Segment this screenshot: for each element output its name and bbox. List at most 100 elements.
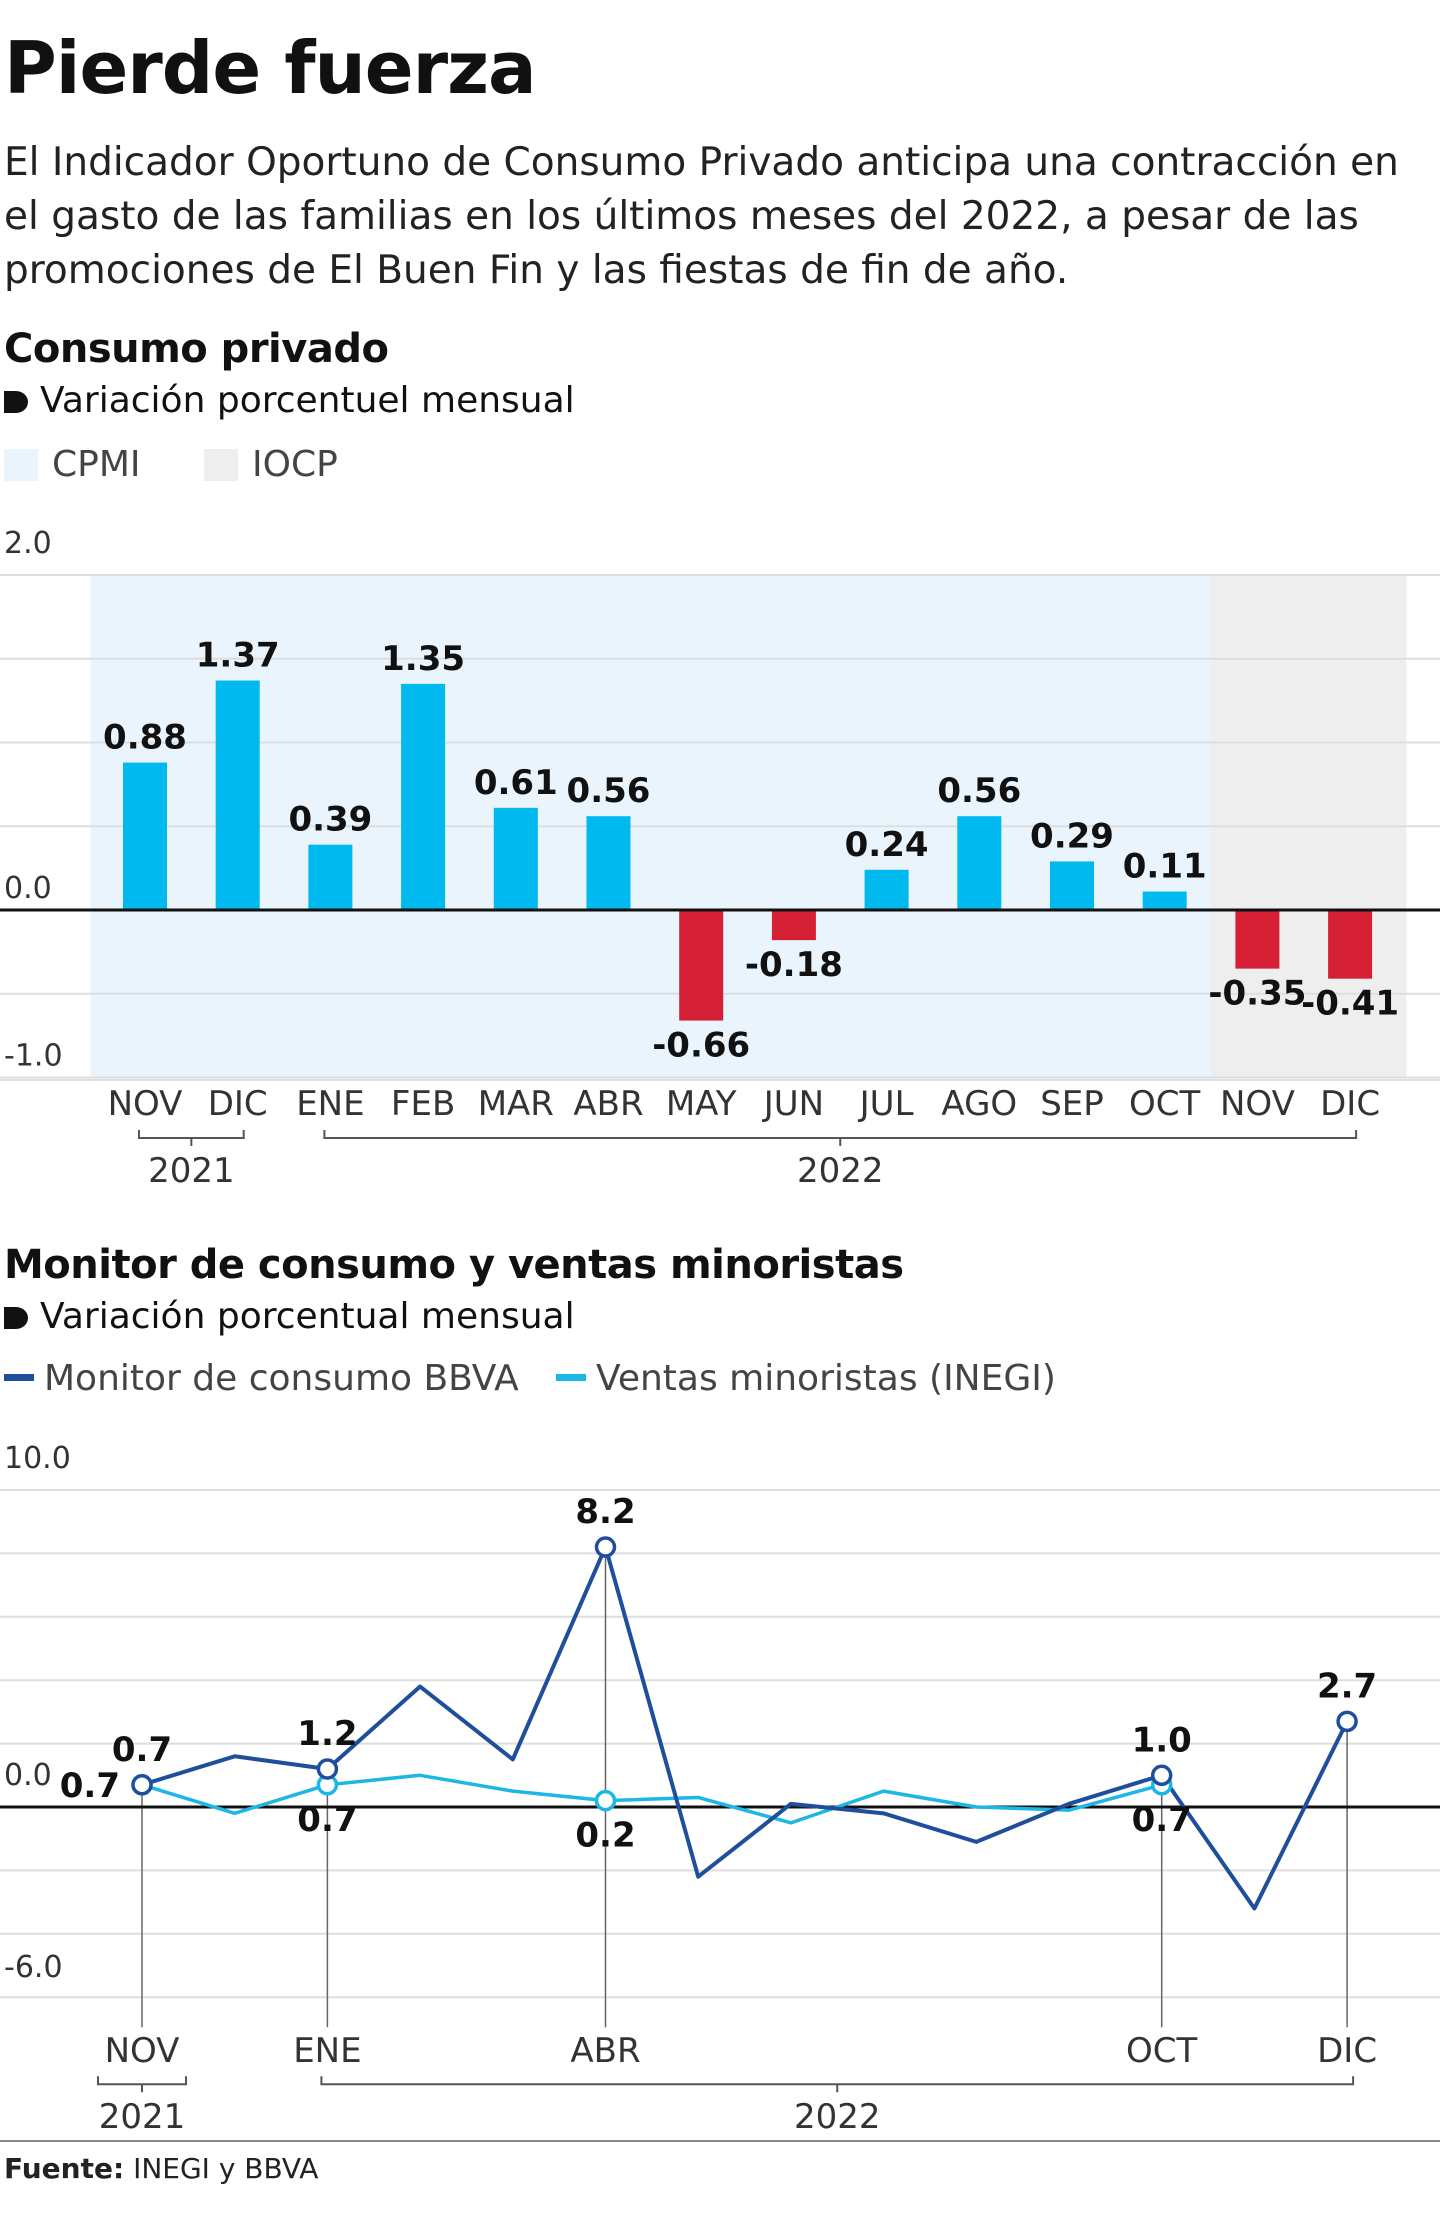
- bar-dic: [215, 680, 260, 910]
- chart2-subtitle: Variación porcentual mensual: [4, 1296, 575, 1337]
- bbva-value-label: 1.0: [1132, 1720, 1192, 1760]
- series-marker-bbva: [316, 1758, 339, 1780]
- series-line-inegi: [141, 1773, 1163, 1825]
- chart1-title: Consumo privado: [4, 326, 389, 372]
- cpmi-swatch: [4, 449, 38, 481]
- chart1-legend-cpmi: CPMI: [4, 444, 141, 485]
- x-tick-label: OCT: [1126, 2031, 1198, 2071]
- monitor-consumo-line-chart: 10.00.0-6.00.7 1.28.21.02.70.70.7 0.2 0.7NO…: [0, 1441, 1440, 2130]
- bbva-value-label: 2.7: [1317, 1666, 1377, 1706]
- y-tick-label: 0.0: [4, 871, 52, 906]
- bar-ene: [308, 844, 353, 910]
- bar-nov: [1235, 910, 1280, 969]
- cpmi-legend-label: CPMI: [52, 444, 141, 485]
- bar-sep: [1050, 861, 1094, 910]
- x-tick-label: NOV: [108, 1084, 183, 1124]
- iocp-swatch: [204, 449, 238, 481]
- bar-oct: [1142, 891, 1187, 910]
- bar-value-label: 0.56: [937, 771, 1021, 811]
- subtitle-bullet-icon: [4, 391, 28, 413]
- x-tick-label: SEP: [1040, 1084, 1104, 1124]
- bar-value-label: 0.56: [567, 771, 651, 811]
- chart1-subtitle: Variación porcentuel mensual: [4, 380, 575, 421]
- year-bracket: [138, 1130, 245, 1139]
- bar-value-label: 1.37: [196, 636, 280, 676]
- y-tick-label: 0.0: [4, 1758, 52, 1793]
- inegi-legend-label: Ventas minoristas (INEGI): [596, 1358, 1056, 1399]
- x-tick-label: ABR: [570, 2031, 640, 2071]
- x-tick-label: ABR: [573, 1084, 643, 1124]
- series-marker-bbva: [594, 1536, 617, 1558]
- intro-text: El Indicador Oportuno de Consumo Privado…: [4, 140, 1399, 293]
- bar-value-label: 1.35: [381, 639, 465, 679]
- bar-value-label: 0.29: [1030, 816, 1114, 856]
- iocp-legend-label: IOCP: [252, 444, 338, 485]
- x-tick-label: DIC: [208, 1084, 268, 1124]
- bar-value-label: -0.35: [1208, 974, 1306, 1014]
- inegi-value-label: 0.2: [575, 1816, 635, 1856]
- x-tick-label: JUN: [762, 1084, 824, 1124]
- bar-mar: [493, 807, 538, 910]
- bar-value-label: 0.39: [288, 800, 372, 840]
- bbva-value-label: 8.2: [575, 1492, 635, 1532]
- year-label: 2022: [797, 1151, 884, 1190]
- inegi-line-swatch: [556, 1374, 586, 1381]
- x-tick-label: ENE: [293, 2031, 361, 2071]
- bar-value-label: -0.18: [745, 945, 843, 985]
- bar-dic: [1328, 910, 1373, 979]
- bar-ago: [957, 816, 1002, 910]
- x-tick-label: MAR: [478, 1084, 554, 1124]
- year-bracket: [320, 2076, 1355, 2086]
- source-note: Fuente: INEGI y BBVA: [4, 2152, 318, 2185]
- x-tick-label: NOV: [1220, 1084, 1295, 1124]
- subtitle-bullet-icon: [4, 1307, 28, 1329]
- bar-value-label: -0.41: [1301, 984, 1399, 1024]
- y-tick-label: -6.0: [4, 1950, 63, 1985]
- chart1-subtitle-text: Variación porcentuel mensual: [40, 380, 575, 421]
- x-tick-label: DIC: [1320, 1084, 1380, 1124]
- x-tick-label: FEB: [391, 1084, 455, 1124]
- x-tick-label: OCT: [1129, 1084, 1201, 1124]
- y-tick-label: 10.0: [4, 1441, 71, 1476]
- series-marker-bbva: [131, 1774, 153, 1796]
- bar-jul: [864, 869, 909, 910]
- series-marker-bbva: [1336, 1710, 1358, 1733]
- page-title: Pierde fuerza: [4, 26, 537, 110]
- bar-nov: [123, 762, 167, 910]
- bar-abr: [586, 816, 631, 910]
- year-bracket: [323, 1130, 1358, 1139]
- bbva-value-label: 0.7: [112, 1730, 172, 1770]
- bar-value-label: 0.24: [845, 825, 929, 865]
- x-tick-label: ENE: [296, 1084, 364, 1124]
- bar-may: [679, 910, 724, 1021]
- bar-feb: [401, 683, 446, 910]
- x-tick-label: DIC: [1317, 2031, 1377, 2071]
- series-line-bbva: [141, 1545, 1349, 1911]
- year-label: 2021: [148, 1151, 235, 1190]
- bar-value-label: -0.66: [652, 1026, 750, 1066]
- source-text: INEGI y BBVA: [124, 2152, 319, 2185]
- chart1-legend-iocp: IOCP: [204, 444, 338, 485]
- x-tick-label: JUL: [858, 1084, 914, 1124]
- footer-divider: [0, 2140, 1440, 2142]
- bar-value-label: 0.61: [474, 763, 558, 803]
- chart2-legend-bbva: Monitor de consumo BBVA: [4, 1358, 519, 1399]
- inegi-value-label: 0.7: [60, 1766, 120, 1806]
- inegi-value-label: 0.7: [1132, 1800, 1192, 1840]
- consumo-privado-bar-chart: 2.00.0-1.00.881.370.391.350.61 0.56-0.66-…: [0, 526, 1440, 1190]
- source-label: Fuente:: [4, 2152, 125, 2185]
- y-tick-label: -1.0: [4, 1039, 63, 1074]
- bar-jun: [771, 910, 816, 941]
- series-marker-bbva: [1150, 1764, 1173, 1787]
- bbva-value-label: 1.2: [297, 1714, 357, 1754]
- year-label: 2021: [99, 2097, 186, 2130]
- chart2-title: Monitor de consumo y ventas minoristas: [4, 1242, 904, 1288]
- inegi-value-label: 0.7: [297, 1800, 357, 1840]
- y-tick-label: 2.0: [4, 526, 52, 561]
- year-bracket: [97, 2076, 187, 2086]
- bar-value-label: 0.88: [103, 718, 187, 758]
- chart2-legend-inegi: Ventas minoristas (INEGI): [556, 1358, 1056, 1399]
- bbva-legend-label: Monitor de consumo BBVA: [44, 1358, 519, 1399]
- year-label: 2022: [794, 2097, 881, 2130]
- chart2-subtitle-text: Variación porcentual mensual: [40, 1296, 575, 1337]
